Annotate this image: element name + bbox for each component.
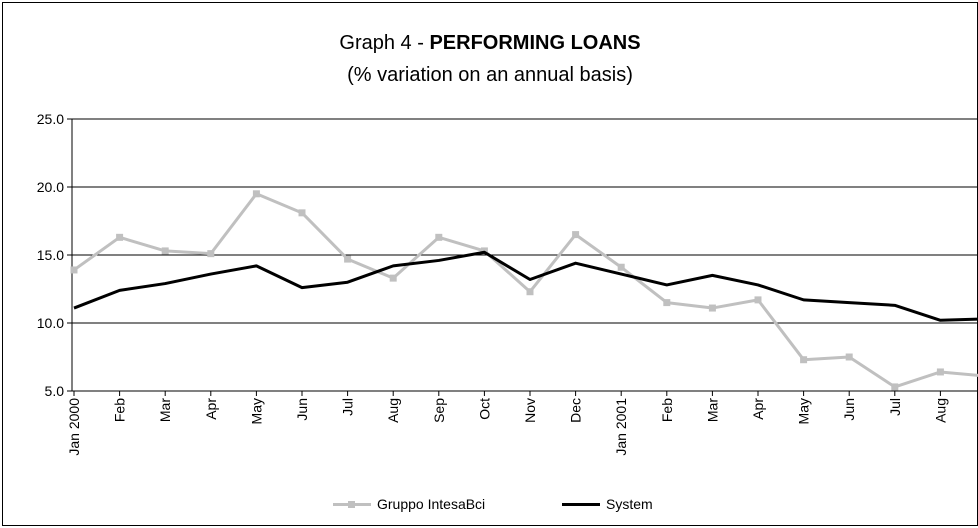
x-tick-label: Mar (157, 398, 173, 422)
x-tick-label: Oct (476, 398, 492, 420)
x-tick-label: Sep (431, 398, 447, 423)
x-tick-label: Jun (294, 398, 310, 421)
chart-subtitle: (% variation on an annual basis) (347, 64, 633, 86)
legend-item: Gruppo IntesaBci (333, 496, 485, 512)
data-point-marker (936, 368, 944, 376)
y-tick-label: 15.0 (37, 247, 64, 263)
legend-swatch (562, 502, 600, 506)
data-point-marker (845, 353, 853, 361)
data-point-marker (207, 250, 215, 258)
x-tick-label: Feb (112, 398, 128, 422)
data-point-marker (891, 383, 899, 391)
chart-title-main: PERFORMING LOANS (429, 32, 641, 54)
data-point-marker (116, 233, 124, 241)
data-point-marker (435, 233, 443, 241)
chart-title-prefix: Graph 4 - (339, 32, 430, 54)
data-point-marker (389, 274, 397, 282)
chart-title: Graph 4 - PERFORMING LOANS (3, 27, 977, 59)
data-point-marker (708, 304, 716, 312)
x-tick-label: Jun (841, 398, 857, 421)
legend-swatch (333, 500, 371, 508)
data-point-marker (161, 247, 169, 255)
x-tick-label: Aug (385, 398, 401, 423)
legend-label: System (606, 496, 653, 512)
y-tick-label: 10.0 (37, 315, 64, 331)
series-line-system (73, 250, 978, 322)
legend-marker (348, 500, 355, 508)
x-tick-label: Jan 2001 (613, 398, 629, 456)
x-tick-label: Nov (522, 398, 538, 423)
data-point-marker (663, 299, 671, 307)
y-tick-label: 25.0 (37, 111, 64, 127)
data-point-marker (252, 190, 260, 198)
data-point-marker (572, 231, 580, 239)
x-tick-label: Aug (932, 398, 948, 423)
data-point-marker (526, 288, 534, 296)
x-tick-label: Feb (659, 398, 675, 422)
data-point-marker (800, 356, 808, 364)
x-tick-label: Jul (340, 398, 356, 416)
x-tick-label: Apr (750, 398, 766, 420)
y-tick-label: 20.0 (37, 179, 64, 195)
data-point-marker (70, 266, 78, 274)
legend-label: Gruppo IntesaBci (377, 496, 486, 512)
data-point-marker (344, 255, 352, 263)
data-point-marker (617, 263, 625, 271)
data-point-marker (298, 209, 306, 217)
y-tick-label: 5.0 (45, 383, 65, 399)
x-tick-label: May (248, 398, 264, 424)
x-tick-label: Jan 2000 (66, 398, 82, 456)
series-line-gruppo-intesabci (73, 192, 978, 389)
x-tick-label: Dec (568, 398, 584, 423)
data-point-marker (754, 296, 762, 304)
chart-title-block: Graph 4 - PERFORMING LOANS (% variation … (3, 27, 977, 91)
x-tick-label: Mar (704, 398, 720, 422)
x-tick-label: Apr (203, 398, 219, 420)
legend-item: System (562, 496, 653, 512)
x-tick-label: Jul (887, 398, 903, 416)
x-tick-label: May (796, 398, 812, 424)
